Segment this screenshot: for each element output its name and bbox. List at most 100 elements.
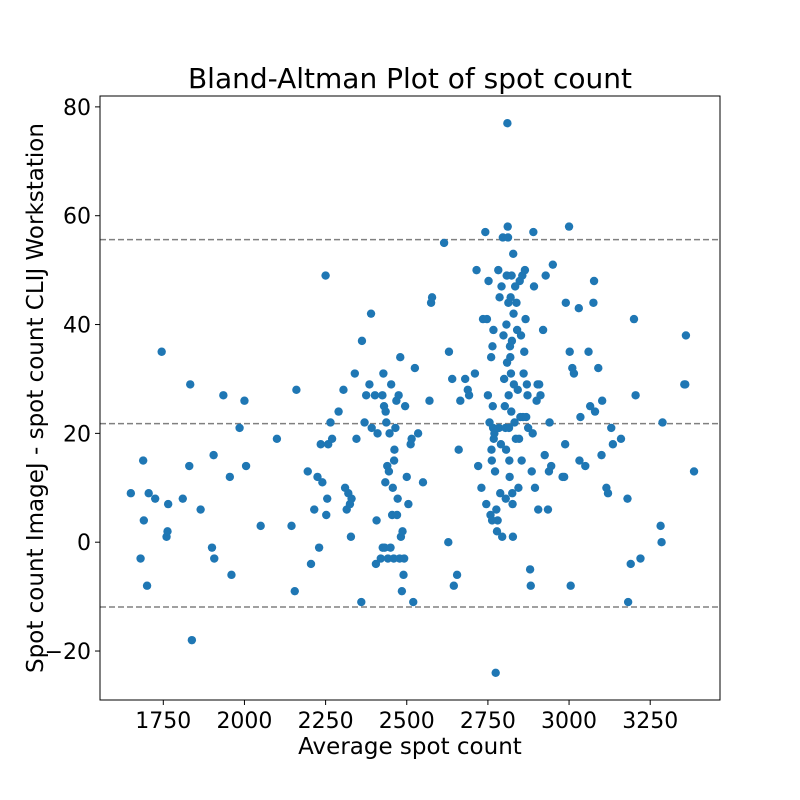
- data-point: [185, 461, 194, 471]
- data-point: [543, 505, 553, 514]
- data-point: [454, 445, 463, 454]
- data-point: [488, 401, 497, 411]
- reference-lines: [100, 238, 720, 608]
- data-point: [313, 472, 322, 482]
- data-point: [566, 581, 575, 590]
- data-point: [391, 423, 400, 433]
- data-point: [316, 440, 325, 449]
- data-point: [196, 505, 205, 514]
- data-point: [366, 309, 376, 318]
- data-point: [388, 483, 397, 492]
- data-point: [290, 586, 299, 596]
- data-point: [207, 543, 217, 552]
- data-point: [516, 331, 526, 340]
- data-point: [136, 554, 145, 563]
- data-point: [492, 505, 501, 514]
- data-point: [256, 521, 265, 531]
- data-point: [346, 532, 356, 541]
- data-point: [402, 472, 411, 482]
- data-point: [509, 309, 518, 318]
- data-point: [410, 363, 420, 373]
- data-point: [512, 298, 521, 307]
- data-point: [514, 483, 523, 492]
- data-point: [616, 434, 626, 444]
- data-point: [163, 499, 173, 509]
- data-point: [576, 412, 585, 422]
- data-point: [540, 450, 549, 460]
- data-point: [327, 434, 337, 444]
- data-point: [522, 412, 531, 422]
- data-point: [506, 352, 515, 362]
- x-axis-label: Average spot count: [298, 734, 522, 760]
- data-point: [399, 554, 409, 563]
- data-point: [385, 429, 394, 438]
- data-point: [629, 314, 639, 324]
- data-point: [413, 429, 423, 438]
- data-point: [507, 407, 516, 416]
- data-point: [210, 554, 219, 563]
- data-point: [495, 293, 504, 302]
- plot-area-frame: [99, 95, 721, 701]
- data-point: [464, 391, 474, 400]
- y-tick-label: 20: [63, 422, 91, 447]
- data-point: [373, 429, 382, 438]
- data-point: [487, 456, 497, 465]
- data-point: [491, 668, 500, 677]
- data-point: [689, 467, 699, 476]
- data-point: [529, 282, 539, 291]
- data-point: [481, 227, 490, 237]
- data-point: [501, 494, 510, 503]
- data-point: [497, 282, 506, 291]
- data-point: [326, 418, 335, 427]
- data-point: [504, 391, 513, 400]
- data-point: [494, 265, 503, 275]
- data-point: [486, 352, 496, 362]
- data-point: [520, 347, 529, 356]
- x-tick-label: 2750: [460, 709, 516, 734]
- data-point: [497, 532, 507, 541]
- data-point: [240, 396, 249, 405]
- data-point: [361, 391, 371, 400]
- data-point: [519, 369, 528, 378]
- data-point: [505, 472, 514, 482]
- data-point: [585, 401, 595, 411]
- data-point: [501, 445, 511, 454]
- data-point: [529, 227, 538, 237]
- data-point: [350, 369, 360, 378]
- data-point: [360, 418, 369, 427]
- data-point: [376, 554, 385, 563]
- data-point: [623, 494, 632, 503]
- data-point: [505, 456, 514, 465]
- data-point: [506, 293, 515, 302]
- data-point: [574, 304, 583, 313]
- data-point: [603, 489, 613, 498]
- data-point: [523, 391, 532, 400]
- data-point: [534, 505, 543, 514]
- x-tick-label: 1750: [135, 709, 191, 734]
- data-point: [658, 418, 667, 427]
- data-point: [398, 527, 407, 536]
- data-point: [470, 369, 480, 378]
- data-point: [380, 543, 389, 552]
- data-point: [452, 570, 462, 580]
- data-point: [393, 494, 402, 503]
- data-point: [187, 635, 197, 645]
- data-point: [456, 396, 465, 405]
- y-tick-label: 0: [77, 531, 91, 556]
- data-point: [499, 331, 508, 340]
- data-point: [178, 494, 187, 503]
- data-point: [547, 461, 556, 471]
- data-point: [657, 537, 666, 547]
- data-point: [225, 472, 235, 482]
- data-point: [397, 586, 407, 596]
- data-points: [126, 119, 699, 677]
- data-point: [357, 597, 366, 607]
- x-tick-label: 2000: [216, 709, 272, 734]
- data-point: [142, 581, 152, 590]
- data-point: [565, 347, 574, 356]
- data-point: [507, 336, 517, 346]
- data-point: [418, 478, 428, 487]
- data-point: [525, 565, 535, 574]
- data-point: [594, 363, 603, 373]
